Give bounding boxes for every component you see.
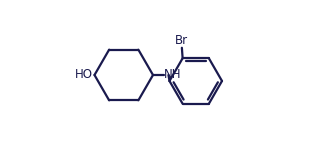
Text: HO: HO xyxy=(75,69,93,81)
Text: Br: Br xyxy=(175,34,188,47)
Text: NH: NH xyxy=(164,69,182,81)
